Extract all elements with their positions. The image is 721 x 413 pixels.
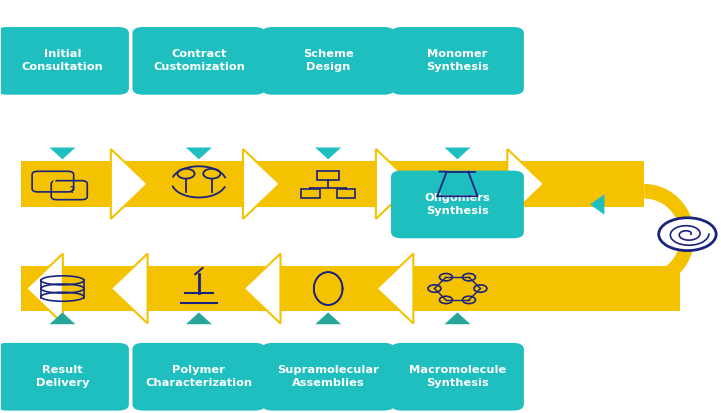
Text: Supramolecular
Assemblies: Supramolecular Assemblies: [278, 366, 379, 388]
Polygon shape: [111, 254, 148, 323]
FancyBboxPatch shape: [0, 343, 129, 411]
FancyBboxPatch shape: [0, 27, 129, 95]
Polygon shape: [50, 147, 76, 159]
Circle shape: [659, 218, 716, 251]
Text: Initial
Consultation: Initial Consultation: [22, 50, 103, 72]
Polygon shape: [111, 149, 148, 219]
Text: ?: ?: [70, 186, 74, 195]
Bar: [21, 266, 681, 311]
Text: Macromolecule
Synthesis: Macromolecule Synthesis: [409, 366, 506, 388]
Polygon shape: [186, 312, 212, 324]
FancyBboxPatch shape: [391, 27, 524, 95]
FancyBboxPatch shape: [133, 27, 265, 95]
Polygon shape: [376, 254, 413, 323]
Text: Polymer
Characterization: Polymer Characterization: [146, 366, 252, 388]
Polygon shape: [445, 147, 470, 159]
FancyBboxPatch shape: [133, 343, 265, 411]
FancyBboxPatch shape: [391, 343, 524, 411]
Polygon shape: [26, 254, 63, 323]
FancyBboxPatch shape: [391, 171, 524, 238]
Polygon shape: [315, 312, 341, 324]
Polygon shape: [186, 147, 212, 159]
Polygon shape: [315, 147, 341, 159]
Bar: [337, 189, 355, 198]
Polygon shape: [244, 254, 280, 323]
Text: Oligomers
Synthesis: Oligomers Synthesis: [425, 193, 490, 216]
Text: ?: ?: [50, 177, 56, 188]
Polygon shape: [590, 194, 604, 215]
Bar: [301, 189, 319, 198]
FancyBboxPatch shape: [262, 27, 394, 95]
Bar: [317, 171, 339, 180]
Text: Result
Delivery: Result Delivery: [35, 366, 89, 388]
Polygon shape: [644, 184, 694, 289]
Polygon shape: [508, 149, 544, 219]
Bar: [21, 161, 644, 206]
Polygon shape: [243, 149, 280, 219]
Polygon shape: [376, 149, 412, 219]
Text: Monomer
Synthesis: Monomer Synthesis: [426, 50, 489, 72]
Text: Contract
Customization: Contract Customization: [153, 50, 245, 72]
Polygon shape: [445, 312, 470, 324]
Polygon shape: [50, 312, 76, 324]
FancyBboxPatch shape: [262, 343, 394, 411]
Text: Scheme
Design: Scheme Design: [303, 50, 353, 72]
